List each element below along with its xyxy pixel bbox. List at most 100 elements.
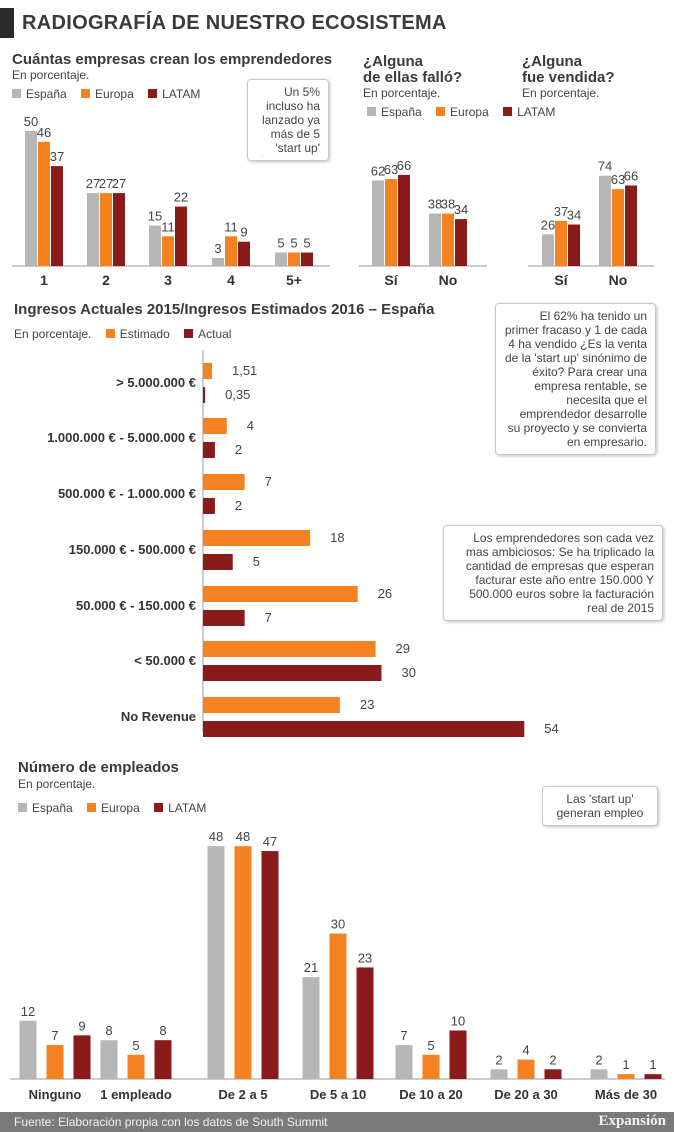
bar-De 2 a 5-Europa	[234, 846, 252, 1079]
bar-De 20 a 30-LATAM	[544, 1069, 562, 1079]
employees-title: Número de empleados	[18, 759, 179, 776]
bar-1-España	[25, 131, 37, 266]
data-label: 23	[360, 697, 374, 712]
bar-De 5 a 10-España	[302, 977, 320, 1079]
bar-Más de 30-Europa	[617, 1074, 635, 1079]
legend-swatch-estimado	[105, 329, 115, 338]
bar-Ninguno-Europa	[46, 1045, 64, 1079]
bar-No-LATAM	[625, 185, 637, 266]
sold-callout: El 62% ha tenido un primer fracaso y 1 d…	[495, 303, 656, 455]
category-label: 1 empleado	[100, 1087, 172, 1102]
revenue-title: Ingresos Actuales 2015/Ingresos Estimado…	[14, 301, 435, 318]
bar-2-Europa	[100, 193, 112, 266]
category-label: 1	[40, 272, 48, 288]
category-label: 1.000.000 € - 5.000.000 €	[47, 430, 196, 445]
employees-callout: Las 'start up' generan empleo	[542, 786, 658, 826]
bar-Actual	[203, 721, 525, 737]
category-label: Ninguno	[29, 1087, 82, 1102]
category-label: Sí	[384, 272, 398, 288]
bar-No-España	[599, 175, 611, 266]
bar-Actual	[203, 498, 215, 514]
bar-De 10 a 20-Europa	[422, 1054, 440, 1079]
data-label: 46	[37, 125, 51, 140]
bar-Ninguno-LATAM	[73, 1035, 91, 1079]
legend-swatch-espana	[367, 107, 376, 116]
footer-source: Fuente: Elaboración propia con los datos…	[14, 1115, 328, 1129]
companies-title: Cuántas empresas crean los emprendedores	[12, 51, 333, 68]
bar-Estimado	[203, 474, 245, 490]
legend-label-latam: LATAM	[168, 801, 207, 815]
data-label: 63	[611, 172, 625, 187]
data-label: 26	[541, 217, 555, 232]
data-label: 5	[277, 236, 284, 251]
bar-Estimado	[203, 586, 358, 602]
data-label: 48	[209, 829, 223, 844]
data-label: 66	[624, 168, 638, 183]
category-label: De 2 a 5	[218, 1087, 267, 1102]
data-label: 9	[240, 225, 247, 240]
data-label: 18	[330, 530, 344, 545]
bar-Sí-España	[372, 180, 384, 266]
bar-Sí-LATAM	[568, 224, 580, 266]
legend-swatch-espana	[18, 803, 27, 812]
sold-subtitle: En porcentaje.	[522, 86, 600, 100]
category-label: Sí	[554, 272, 568, 288]
bar-No-Europa	[442, 213, 454, 266]
bar-Sí-LATAM	[398, 174, 410, 266]
bar-1-Europa	[38, 141, 50, 266]
data-label: 1,51	[232, 363, 257, 378]
legend-label-europa: Europa	[95, 87, 134, 101]
data-label: 2	[235, 442, 242, 457]
legend-label-latam: LATAM	[517, 105, 556, 119]
data-label: 2	[595, 1052, 602, 1067]
category-label: 5+	[286, 272, 302, 288]
data-label: 27	[86, 176, 100, 191]
bar-De 10 a 20-LATAM	[449, 1030, 467, 1079]
revenue-subtitle: En porcentaje.	[14, 327, 92, 341]
data-label: 9	[78, 1018, 85, 1033]
bar-De 2 a 5-España	[207, 846, 225, 1079]
data-label: 0,35	[225, 387, 250, 402]
bar-No-España	[429, 213, 441, 266]
data-label: 3	[214, 241, 221, 256]
failed-subtitle: En porcentaje.	[363, 86, 441, 100]
bar-5+-España	[275, 252, 287, 266]
data-label: 4	[247, 418, 254, 433]
bar-2-LATAM	[113, 193, 125, 266]
title-marker	[0, 8, 14, 38]
bar-3-LATAM	[175, 206, 187, 266]
data-label: 2	[235, 498, 242, 513]
data-label: 47	[263, 834, 277, 849]
companies-subtitle: En porcentaje.	[12, 68, 90, 82]
sold-title-line1: ¿Alguna	[522, 53, 582, 70]
data-label: 37	[50, 149, 64, 164]
bar-De 5 a 10-LATAM	[356, 967, 374, 1079]
data-label: 63	[384, 162, 398, 177]
data-label: 54	[544, 721, 558, 736]
bar-1 empleado-Europa	[127, 1054, 145, 1079]
bar-1 empleado-LATAM	[154, 1040, 172, 1079]
data-label: 5	[427, 1038, 434, 1053]
bar-Sí-Europa	[555, 220, 567, 266]
data-label: 74	[598, 159, 612, 174]
title-bar: RADIOGRAFÍA DE NUESTRO ECOSISTEMA	[0, 0, 674, 44]
bar-4-España	[212, 257, 224, 266]
sold-title-line2: fue vendida?	[522, 69, 615, 86]
employees-legend: España Europa LATAM	[18, 801, 217, 815]
data-label: 7	[400, 1028, 407, 1043]
category-label: 150.000 € - 500.000 €	[69, 542, 196, 557]
data-label: 5	[132, 1038, 139, 1053]
category-label: 4	[227, 272, 235, 288]
data-label: 2	[495, 1052, 502, 1067]
data-label: 23	[358, 950, 372, 965]
legend-swatch-actual	[184, 329, 194, 338]
data-label: 37	[554, 204, 568, 219]
page-title: RADIOGRAFÍA DE NUESTRO ECOSISTEMA	[22, 12, 447, 34]
bar-Estimado	[203, 697, 340, 713]
legend-swatch-latam	[154, 803, 164, 812]
bar-No-LATAM	[455, 219, 467, 266]
bar-Estimado	[203, 641, 376, 657]
data-label: 8	[105, 1023, 112, 1038]
data-label: 38	[441, 197, 455, 212]
